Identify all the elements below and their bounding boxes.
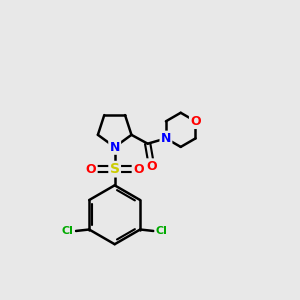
Text: Cl: Cl [156, 226, 168, 236]
Text: O: O [86, 163, 96, 176]
Text: O: O [146, 160, 157, 172]
Text: S: S [110, 162, 120, 176]
Text: N: N [110, 141, 120, 154]
Text: N: N [161, 132, 171, 145]
Text: O: O [133, 163, 143, 176]
Text: Cl: Cl [62, 226, 74, 236]
Text: O: O [190, 115, 201, 128]
